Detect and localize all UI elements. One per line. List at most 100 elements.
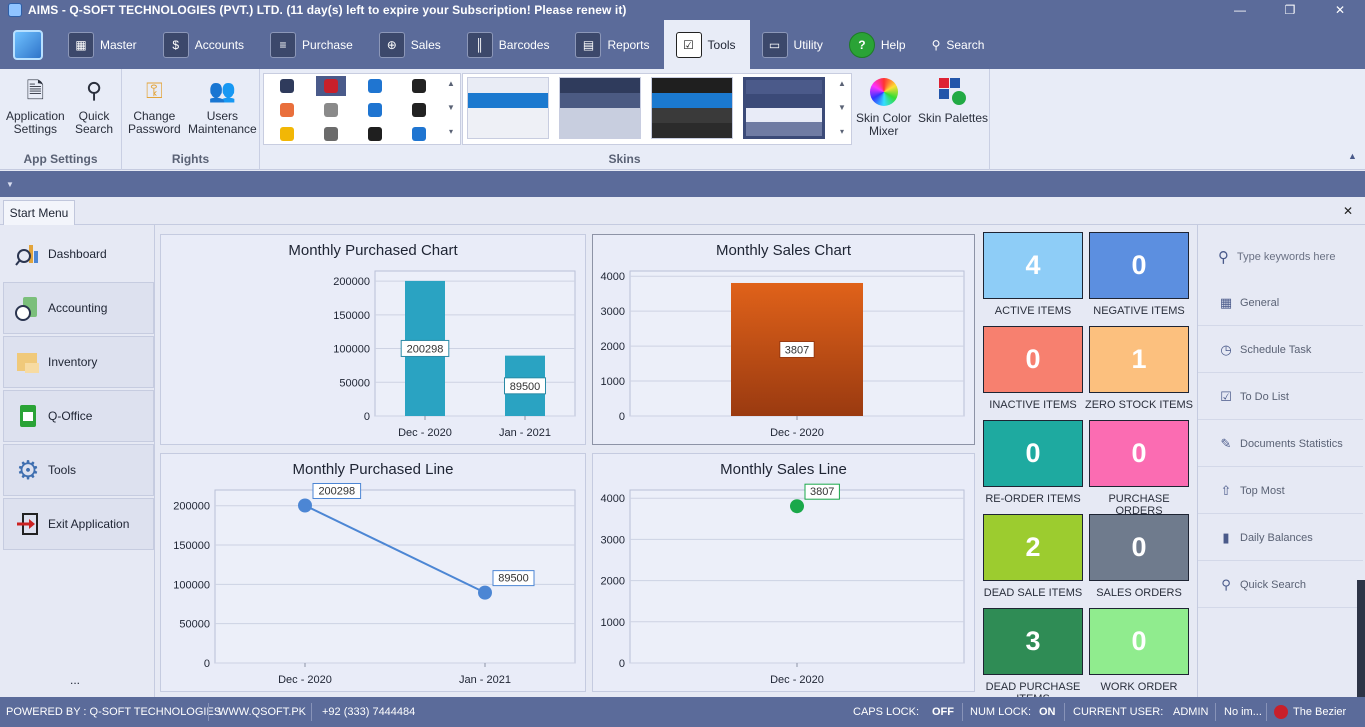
tile-label: DEAD SALE ITEMS [983,587,1083,599]
skin-color-mixer-button[interactable]: Skin Color Mixer [856,77,911,138]
button-label-line1: Quick [78,109,110,123]
window-controls: — ❐ ✕ [1215,0,1365,20]
tab-utility[interactable]: ▭ Utility [750,20,837,69]
dashboard-tile[interactable]: 4 [983,232,1083,299]
help-icon: ? [848,31,875,58]
tab-label: Help [880,37,906,52]
skin-option[interactable] [272,76,302,96]
nav-label: Inventory [48,355,98,369]
close-icon[interactable]: ✕ [1342,204,1353,218]
users-maintenance-button[interactable]: 👥 Users Maintenance [188,75,257,136]
nav-item-q-office[interactable]: Q-Office [3,390,154,442]
skin-swatch-gallery [462,73,852,145]
skin-option[interactable] [316,76,346,96]
tab-master[interactable]: ▦ Master [56,20,151,69]
tab-tools[interactable]: ☑ Tools [663,20,750,69]
dashboard-tile[interactable]: 2 [983,514,1083,581]
tab-reports[interactable]: ▤ Reports [563,20,663,69]
y-tick-label: 0 [619,411,625,423]
powered-by: POWERED BY : Q-SOFT TECHNOLOGIES [6,706,222,718]
skin-option[interactable] [404,100,434,120]
nav-item-tools[interactable]: ⚙ Tools [3,444,154,496]
skin-option[interactable] [360,76,390,96]
dashboard-tile[interactable]: 0 [1089,420,1189,487]
nav-item-accounting[interactable]: Accounting [3,282,154,334]
tab-label: Accounts [194,37,245,52]
tab-barcodes[interactable]: ║ Barcodes [455,20,564,69]
gallery-scroll-down[interactable]: ▼ [447,103,455,112]
nav-item-exit-application[interactable]: Exit Application [3,498,154,550]
nav-item-inventory[interactable]: Inventory [3,336,154,388]
data-label-box [504,377,546,395]
skin-option[interactable] [360,100,390,120]
skin-option[interactable] [360,124,390,144]
skin-swatch[interactable] [743,77,825,139]
minimize-button[interactable]: — [1234,3,1246,17]
change-password-button[interactable]: ⚿ Change Password [128,75,181,136]
right-item-top-most[interactable]: ⇧ Top Most [1198,468,1363,514]
caps-lock-value: OFF [932,706,954,718]
dashboard-icon [14,240,42,268]
dashboard-tile[interactable]: 0 [1089,608,1189,675]
dashboard-tile[interactable]: 0 [1089,232,1189,299]
right-item-to-do-list[interactable]: ☑ To Do List [1198,374,1363,420]
close-button[interactable]: ✕ [1334,3,1346,17]
right-item-documents-statistics[interactable]: ✎ Documents Statistics [1198,421,1363,467]
right-item-general[interactable]: ▦ General [1198,280,1363,326]
dashboard-tile[interactable]: 3 [983,608,1083,675]
x-tick-label: Dec - 2020 [770,427,824,439]
skin-option[interactable] [316,124,346,144]
master-icon: ▦ [68,31,94,58]
document-tabs: Start Menu ✕ [0,197,1365,225]
skin-option[interactable] [316,100,346,120]
tab-accounts[interactable]: $ Accounts [151,20,258,69]
quick-search-button[interactable]: ⚲ Quick Search [75,75,113,136]
checkbox-icon: ☑ [1220,388,1232,404]
dashboard-tile[interactable]: 0 [983,326,1083,393]
left-navigation: Dashboard Accounting Inventory Q-Office … [0,225,155,697]
tab-start-menu[interactable]: Start Menu [3,200,75,225]
right-item-schedule-task[interactable]: ◷ Schedule Task [1198,327,1363,373]
skin-swatch[interactable] [559,77,641,139]
right-item-quick-search[interactable]: ⚲ Quick Search [1198,562,1363,608]
tab-help[interactable]: ? Help [837,20,920,69]
skin-swatch[interactable] [651,77,733,139]
nav-item-dashboard[interactable]: Dashboard [3,228,154,280]
x-tick-label: Dec - 2020 [398,427,452,439]
skin-option[interactable] [272,100,302,120]
skin-status[interactable]: The Bezier [1274,697,1346,727]
collapse-ribbon-icon[interactable]: ▲ [1348,151,1357,161]
skin-palettes-button[interactable]: Skin Palettes [918,77,988,125]
app-logo[interactable] [0,20,56,69]
gallery-expand[interactable]: ▾ [448,127,453,136]
gallery-scroll-up[interactable]: ▲ [447,79,455,88]
skin-option[interactable] [404,76,434,96]
search-tab[interactable]: ⚲ Search [920,20,999,69]
right-item-daily-balances[interactable]: ▮ Daily Balances [1198,515,1363,561]
search-input-placeholder[interactable]: Type keywords here [1237,251,1336,263]
swatch-band [652,93,732,108]
keyword-search[interactable]: ⚲ Type keywords here [1218,248,1335,266]
dashboard-tile[interactable]: 1 [1089,326,1189,393]
swatch-scroll-down[interactable]: ▼ [838,103,846,112]
data-label-box [779,340,815,358]
skin-swatch[interactable] [467,77,549,139]
swatch-expand[interactable]: ▾ [839,127,844,136]
chevron-down-icon[interactable]: ▼ [6,180,14,189]
swatch-scroll-up[interactable]: ▲ [838,79,846,88]
settings-document-icon: 🗎 [26,77,45,103]
skin-option[interactable] [272,124,302,144]
nav-more[interactable]: ... [70,673,81,687]
skin-option[interactable] [404,124,434,144]
y-tick-label: 4000 [601,271,625,283]
application-settings-button[interactable]: 🗎 Application Settings [6,75,65,136]
tab-sales[interactable]: ⊕ Sales [367,20,455,69]
exit-icon [14,510,42,538]
dashboard-tile[interactable]: 0 [983,420,1083,487]
ribbon-band: ▼ [0,171,1365,197]
tab-purchase[interactable]: ≡ Purchase [258,20,367,69]
website-link[interactable]: WWW.QSOFT.PK [218,706,306,718]
dashboard-tile[interactable]: 0 [1089,514,1189,581]
restore-button[interactable]: ❐ [1284,3,1296,17]
scrollbar[interactable] [1357,580,1365,697]
